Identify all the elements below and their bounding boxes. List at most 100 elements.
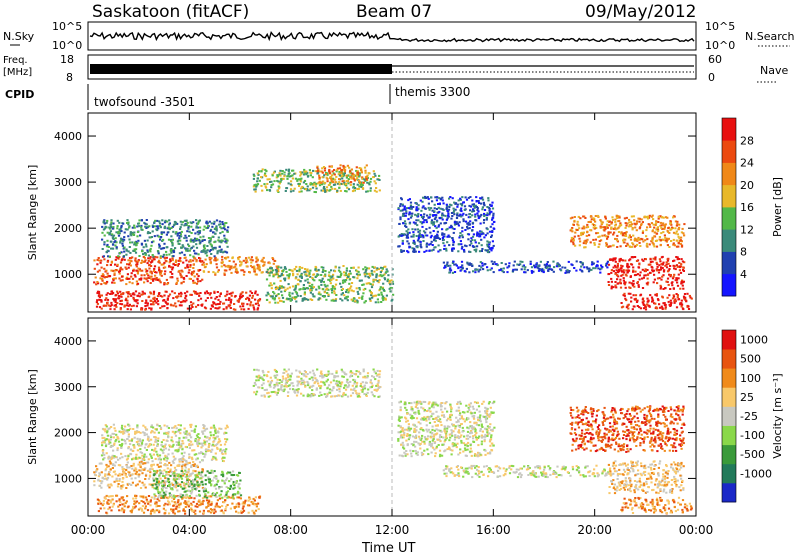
heatmap-cell [385,270,388,273]
heatmap-cell [116,225,119,228]
heatmap-cell [636,243,639,246]
heatmap-cell [267,293,270,296]
heatmap-cell [156,295,160,298]
heatmap-cell [140,308,143,311]
heatmap-cell [577,215,580,218]
heatmap-cell [133,224,136,227]
heatmap-cell [271,257,274,259]
heatmap-cell [217,505,220,508]
heatmap-cell [209,258,212,261]
heatmap-cell [318,287,321,290]
heatmap-cell [334,283,338,286]
heatmap-cell [433,214,436,216]
heatmap-cell [446,205,449,207]
heatmap-cell [448,203,452,206]
heatmap-cell [152,293,155,296]
heatmap-cell [114,461,117,464]
heatmap-cell [445,206,448,209]
heatmap-cell [575,260,578,263]
heatmap-cell [208,250,211,253]
heatmap-cell [345,291,348,293]
heatmap-cell [187,468,190,471]
heatmap-cell [195,474,198,477]
heatmap-cell [153,277,156,280]
heatmap-cell [163,226,166,229]
heatmap-cell [336,169,339,172]
heatmap-cell [375,190,378,193]
heatmap-cell [298,266,301,268]
heatmap-cell [125,464,128,467]
heatmap-cell [107,465,110,468]
heatmap-cell [280,272,283,275]
heatmap-cell [358,181,361,184]
heatmap-cell [412,235,415,238]
heatmap-cell [156,488,159,491]
heatmap-cell [201,263,204,266]
heatmap-cell [387,278,390,281]
heatmap-cell [157,492,160,494]
heatmap-cell [105,511,108,514]
heatmap-cell [435,220,439,223]
heatmap-cell [293,172,296,175]
heatmap-cell [163,469,166,472]
heatmap-cell [486,228,489,231]
heatmap-cell [258,264,261,267]
heatmap-cell [521,265,524,268]
heatmap-cell [341,292,344,295]
heatmap-cell [173,426,176,429]
heatmap-cell [156,479,159,482]
heatmap-cell [146,232,149,235]
heatmap-cell [320,189,323,192]
heatmap-cell [622,270,625,273]
heatmap-cell [124,425,127,428]
heatmap-cell [199,477,202,480]
heatmap-cell [222,480,225,482]
heatmap-cell [121,242,124,245]
heatmap-cell [198,461,202,464]
heatmap-cell [606,262,609,265]
heatmap-cell [265,271,268,274]
heatmap-cell [126,308,129,311]
heatmap-cell [112,222,115,225]
heatmap-cell [184,503,187,505]
heatmap-cell [270,267,273,270]
heatmap-cell [146,304,149,307]
heatmap-cell [311,293,314,296]
heatmap-cell [132,462,135,465]
heatmap-cell [410,215,413,218]
heatmap-cell [619,282,622,285]
heatmap-cell [682,270,685,272]
heatmap-cell [653,278,656,281]
heatmap-cell [169,271,172,274]
heatmap-cell [169,493,173,496]
heatmap-cell [625,231,628,234]
heatmap-cell [262,264,265,267]
heatmap-cell [306,278,309,281]
heatmap-cell [158,246,161,249]
heatmap-cell [105,251,108,253]
heatmap-cell [627,269,630,272]
heatmap-cell [307,281,310,284]
heatmap-cell [163,299,166,301]
heatmap-cell [430,219,434,222]
heatmap-cell [294,285,297,288]
heatmap-cell [367,182,370,185]
heatmap-cell [537,269,541,272]
heatmap-cell [639,226,642,229]
heatmap-cell [105,304,108,307]
heatmap-cell [373,294,376,297]
heatmap-cell [120,484,123,487]
heatmap-cell [153,258,156,261]
heatmap-cell [333,173,336,176]
heatmap-cell [174,264,177,266]
heatmap-cell [585,234,588,237]
heatmap-cell [610,227,613,230]
heatmap-cell [148,295,151,298]
heatmap-cell [416,209,419,212]
heatmap-cell [225,251,229,254]
heatmap-cell [360,167,363,170]
heatmap-cell [415,208,418,211]
heatmap-cell [117,474,120,477]
heatmap-cell [452,207,455,210]
